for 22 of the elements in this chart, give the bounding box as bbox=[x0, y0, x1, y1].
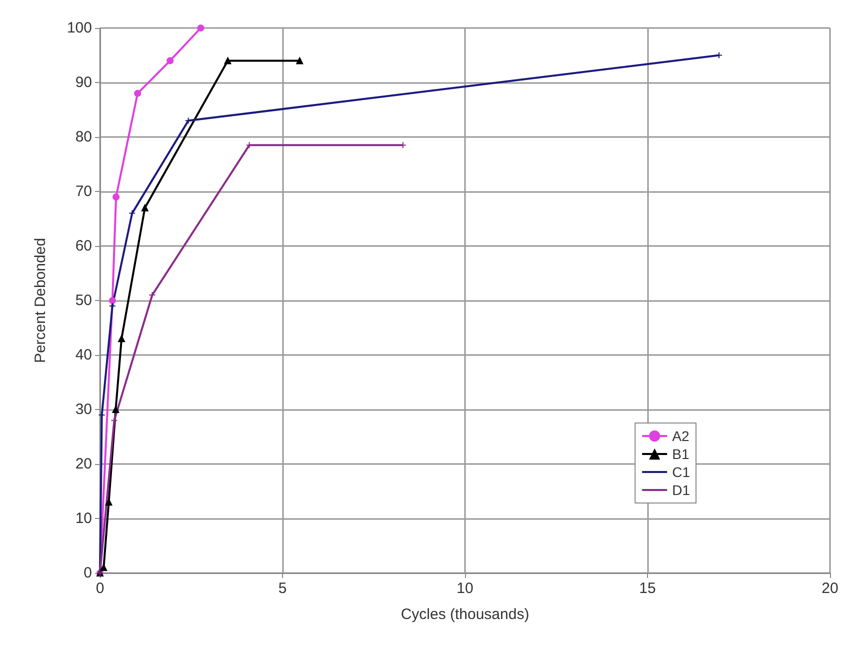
y-tick-label: 60 bbox=[75, 238, 92, 254]
y-tick-label: 0 bbox=[84, 564, 92, 582]
y-tick-label: 100 bbox=[66, 20, 92, 36]
x-axis-title: Cycles (thousands) bbox=[400, 606, 530, 623]
y-axis-title: Percent Debonded bbox=[32, 238, 49, 364]
y-tick-label: 50 bbox=[75, 292, 92, 309]
y-tick-label: 40 bbox=[75, 346, 92, 364]
x-tick-label: 10 bbox=[456, 580, 474, 597]
legend-label: D1 bbox=[672, 482, 690, 498]
legend-label: B1 bbox=[672, 446, 690, 462]
legend-label: A2 bbox=[672, 428, 690, 444]
y-tick-label: 70 bbox=[75, 183, 92, 200]
x-tick-label: 0 bbox=[96, 580, 104, 597]
y-tick-label: 80 bbox=[75, 128, 92, 146]
legend-label: C1 bbox=[672, 464, 690, 480]
x-tick-label: 5 bbox=[278, 580, 287, 597]
y-tick-label: 20 bbox=[75, 456, 92, 472]
y-tick-label: 10 bbox=[75, 510, 92, 527]
x-tick-label: 15 bbox=[639, 580, 656, 597]
y-tick-label: 90 bbox=[75, 74, 92, 91]
y-tick-label: 30 bbox=[75, 401, 92, 418]
x-tick-label: 20 bbox=[822, 580, 838, 597]
